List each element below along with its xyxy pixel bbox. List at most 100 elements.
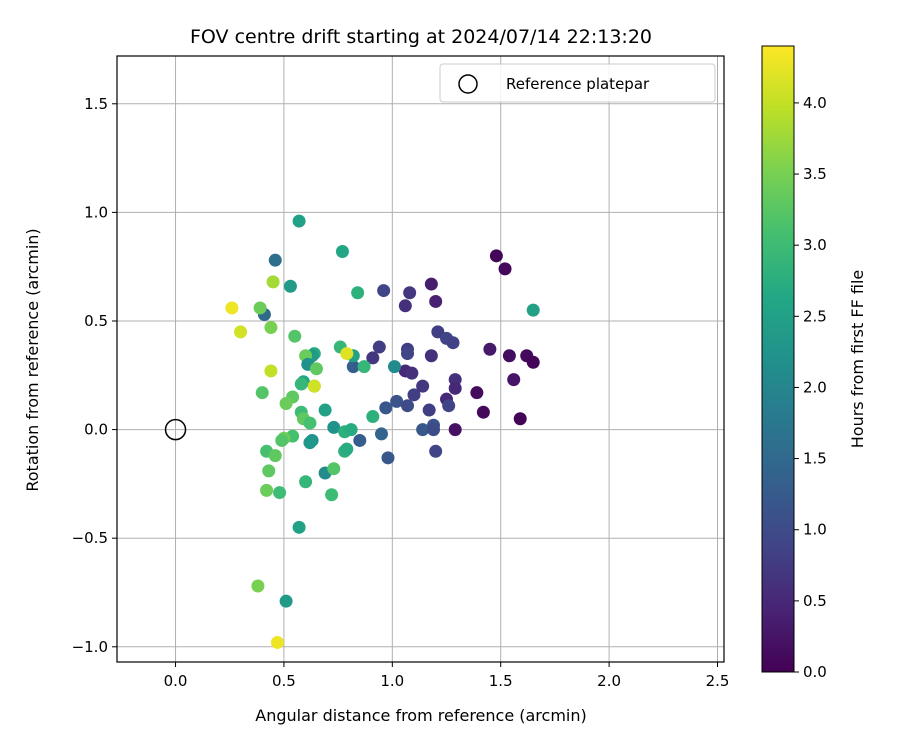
data-point	[366, 351, 380, 365]
data-point	[398, 299, 412, 313]
data-point	[327, 420, 341, 434]
data-point	[374, 427, 388, 441]
data-point	[429, 294, 443, 308]
data-point	[424, 277, 438, 291]
legend-box	[439, 63, 716, 103]
data-point	[366, 410, 380, 424]
x-axis-label: Angular distance from reference (arcmin)	[255, 706, 586, 725]
data-point	[346, 360, 360, 374]
data-point	[318, 403, 332, 417]
data-point	[405, 366, 419, 380]
data-point	[498, 262, 512, 276]
data-point	[422, 403, 436, 417]
data-point	[400, 399, 414, 413]
colorbar-tick-label: 1.0	[803, 521, 827, 539]
data-point	[476, 405, 490, 419]
data-point	[268, 449, 282, 463]
y-tick-label: 0.5	[84, 312, 108, 330]
y-tick-label: 1.0	[84, 203, 108, 221]
data-point	[299, 475, 313, 489]
colorbar-label: Hours from first FF file	[848, 270, 867, 449]
data-point	[513, 412, 527, 426]
data-point	[303, 416, 317, 430]
data-point	[264, 321, 278, 335]
data-point	[288, 329, 302, 343]
colorbar-tick-label: 4.0	[803, 94, 827, 112]
y-axis-ticks: −1.0 −0.5 0.0 0.5 1.0 1.5	[72, 95, 117, 656]
data-point	[283, 279, 297, 293]
data-point	[448, 423, 462, 437]
data-point	[446, 336, 460, 350]
legend-marker-icon	[458, 74, 478, 94]
data-point	[335, 244, 349, 258]
x-axis-ticks: 0.0 0.5 1.0 1.5 2.0 2.5	[164, 662, 730, 690]
data-point	[483, 342, 497, 356]
y-axis-label: Rotation from reference (arcmin)	[23, 228, 42, 491]
plot-frame	[116, 55, 725, 663]
data-point	[262, 464, 276, 478]
data-points	[225, 214, 540, 649]
data-point	[416, 423, 430, 437]
data-point	[424, 349, 438, 363]
data-point	[264, 364, 278, 378]
data-point	[327, 462, 341, 476]
x-tick-label: 2.0	[597, 672, 621, 690]
legend: Reference platepar	[439, 63, 716, 103]
data-point	[325, 488, 339, 502]
colorbar-tick-label: 2.5	[803, 307, 827, 325]
data-point	[372, 340, 386, 354]
data-point	[292, 214, 306, 228]
data-point	[448, 381, 462, 395]
data-point	[260, 483, 274, 497]
data-point	[353, 433, 367, 447]
data-point	[381, 451, 395, 465]
data-point	[526, 355, 540, 369]
y-tick-label: −0.5	[72, 529, 108, 547]
data-point	[309, 362, 323, 376]
reference-point-marker	[164, 418, 187, 441]
data-point	[403, 286, 417, 300]
data-point	[429, 444, 443, 458]
data-point	[351, 286, 365, 300]
y-tick-label: 1.5	[84, 95, 108, 113]
data-point	[470, 386, 484, 400]
y-tick-label: 0.0	[84, 421, 108, 439]
y-tick-label: −1.0	[72, 638, 108, 656]
x-tick-label: 0.5	[272, 672, 296, 690]
data-point	[270, 635, 284, 649]
legend-label: Reference platepar	[506, 75, 650, 93]
data-point	[255, 386, 269, 400]
colorbar-tick-label: 1.5	[803, 450, 827, 468]
data-point	[390, 394, 404, 408]
data-point	[266, 275, 280, 289]
data-point	[502, 349, 516, 363]
x-tick-label: 0.0	[164, 672, 188, 690]
data-point	[416, 379, 430, 393]
x-tick-label: 2.5	[706, 672, 730, 690]
colorbar-tick-label: 3.0	[803, 236, 827, 254]
data-point	[357, 360, 371, 374]
data-point	[307, 379, 321, 393]
colorbar-tick-label: 0.0	[803, 663, 827, 681]
data-point	[253, 301, 267, 315]
data-point	[268, 253, 282, 267]
x-tick-label: 1.0	[380, 672, 404, 690]
chart-title: FOV centre drift starting at 2024/07/14 …	[190, 26, 652, 48]
data-point	[442, 399, 456, 413]
data-point	[379, 401, 393, 415]
x-tick-label: 1.5	[489, 672, 513, 690]
grid	[117, 56, 724, 662]
data-point	[279, 397, 293, 411]
data-point	[407, 388, 421, 402]
colorbar-ticks: 0.0 0.5 1.0 1.5 2.0 2.5 3.0 3.5 4.0	[794, 94, 827, 681]
data-point	[279, 594, 293, 608]
data-point	[303, 436, 317, 450]
data-point	[234, 325, 248, 339]
data-point	[292, 520, 306, 534]
colorbar-tick-label: 3.5	[803, 165, 827, 183]
colorbar	[761, 45, 795, 673]
colorbar-tick-label: 0.5	[803, 592, 827, 610]
data-point	[275, 433, 289, 447]
data-point	[340, 347, 354, 361]
